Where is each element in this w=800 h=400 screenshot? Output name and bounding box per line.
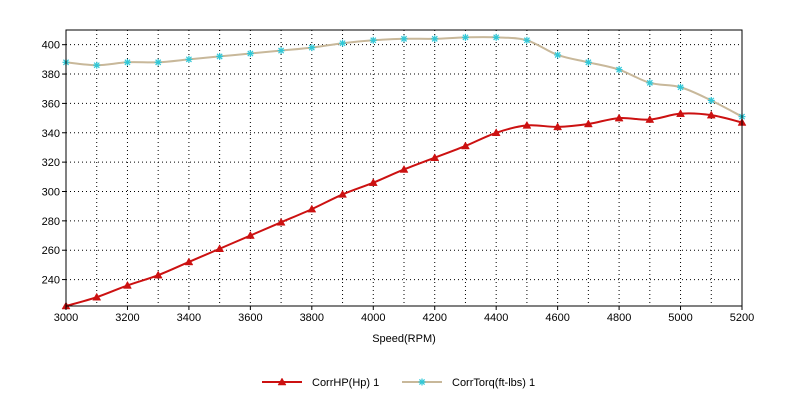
data-point [706, 110, 716, 119]
y-tick-label: 300 [42, 186, 60, 198]
data-point [583, 119, 593, 128]
y-tick-label: 400 [42, 40, 60, 52]
legend-label: CorrHP(Hp) 1 [312, 377, 379, 389]
data-point [276, 217, 286, 226]
data-point [369, 36, 377, 44]
data-point [93, 61, 101, 69]
data-point [216, 52, 224, 60]
x-tick-label: 5200 [730, 312, 754, 324]
data-point [491, 128, 501, 137]
y-tick-label: 280 [42, 216, 60, 228]
data-point [154, 58, 162, 66]
data-point [614, 113, 624, 122]
data-point [308, 44, 316, 52]
data-point [523, 36, 531, 44]
series-line [65, 36, 743, 118]
data-point [522, 120, 532, 129]
data-point [215, 244, 225, 252]
series-layer [61, 33, 747, 310]
x-tick-label: 5000 [668, 312, 692, 324]
data-point [277, 47, 285, 55]
legend-item: CorrTorq(ft-lbs) 1 [402, 377, 535, 389]
data-point [645, 115, 655, 123]
data-point [492, 33, 500, 41]
data-point [246, 49, 254, 57]
y-tick-label: 320 [42, 157, 60, 169]
data-point [615, 66, 623, 74]
legend-marker [418, 378, 426, 386]
data-point [339, 39, 347, 47]
data-point [123, 280, 132, 289]
data-point [92, 292, 102, 301]
legend-marker [277, 377, 287, 386]
data-point [368, 178, 378, 186]
y-tick-label: 260 [42, 245, 60, 257]
legend: CorrHP(Hp) 1 CorrTorq(ft-lbs) 1 [262, 377, 535, 389]
x-tick-label: 4200 [422, 312, 446, 324]
data-point [554, 51, 562, 59]
x-tick-label: 4800 [607, 312, 631, 324]
data-point [184, 257, 194, 266]
data-point [185, 55, 193, 63]
x-tick-label: 3200 [115, 312, 139, 324]
series-0 [61, 109, 747, 310]
x-tick-label: 3600 [238, 312, 262, 324]
data-point [338, 189, 347, 198]
data-point [707, 96, 715, 104]
data-point [431, 35, 439, 43]
data-point [646, 79, 654, 87]
x-tick-label: 4000 [361, 312, 385, 324]
data-point [461, 141, 470, 150]
data-point [399, 164, 409, 173]
data-point [153, 270, 163, 279]
x-tick-label: 3800 [300, 312, 324, 324]
data-point [553, 122, 563, 131]
x-tick-label: 4400 [484, 312, 508, 324]
x-tick-label: 3000 [54, 312, 78, 324]
y-tick-label: 340 [42, 128, 60, 140]
x-tick-label: 4600 [545, 312, 569, 324]
y-tick-label: 380 [42, 69, 60, 81]
data-point [430, 153, 440, 161]
y-tick-label: 240 [42, 275, 60, 287]
data-point [584, 58, 592, 66]
data-point [461, 33, 469, 41]
data-point [677, 83, 685, 91]
data-point [123, 58, 131, 66]
data-point [400, 35, 408, 43]
data-point [676, 109, 685, 117]
data-point [307, 204, 317, 213]
y-axis: 240 260 280 300 320 340 360 380 400 [42, 40, 66, 287]
legend-item: CorrHP(Hp) 1 [262, 377, 379, 389]
x-axis-title: Speed(RPM) [372, 333, 436, 345]
x-tick-label: 3400 [177, 312, 201, 324]
legend-label: CorrTorq(ft-lbs) 1 [452, 377, 535, 389]
data-point [245, 231, 255, 239]
plot-frame [65, 29, 743, 307]
grid [66, 30, 742, 306]
y-tick-label: 360 [42, 98, 60, 110]
x-axis: 3000 3200 3400 3600 3800 4000 4200 4400 4600 4800… [54, 306, 754, 324]
